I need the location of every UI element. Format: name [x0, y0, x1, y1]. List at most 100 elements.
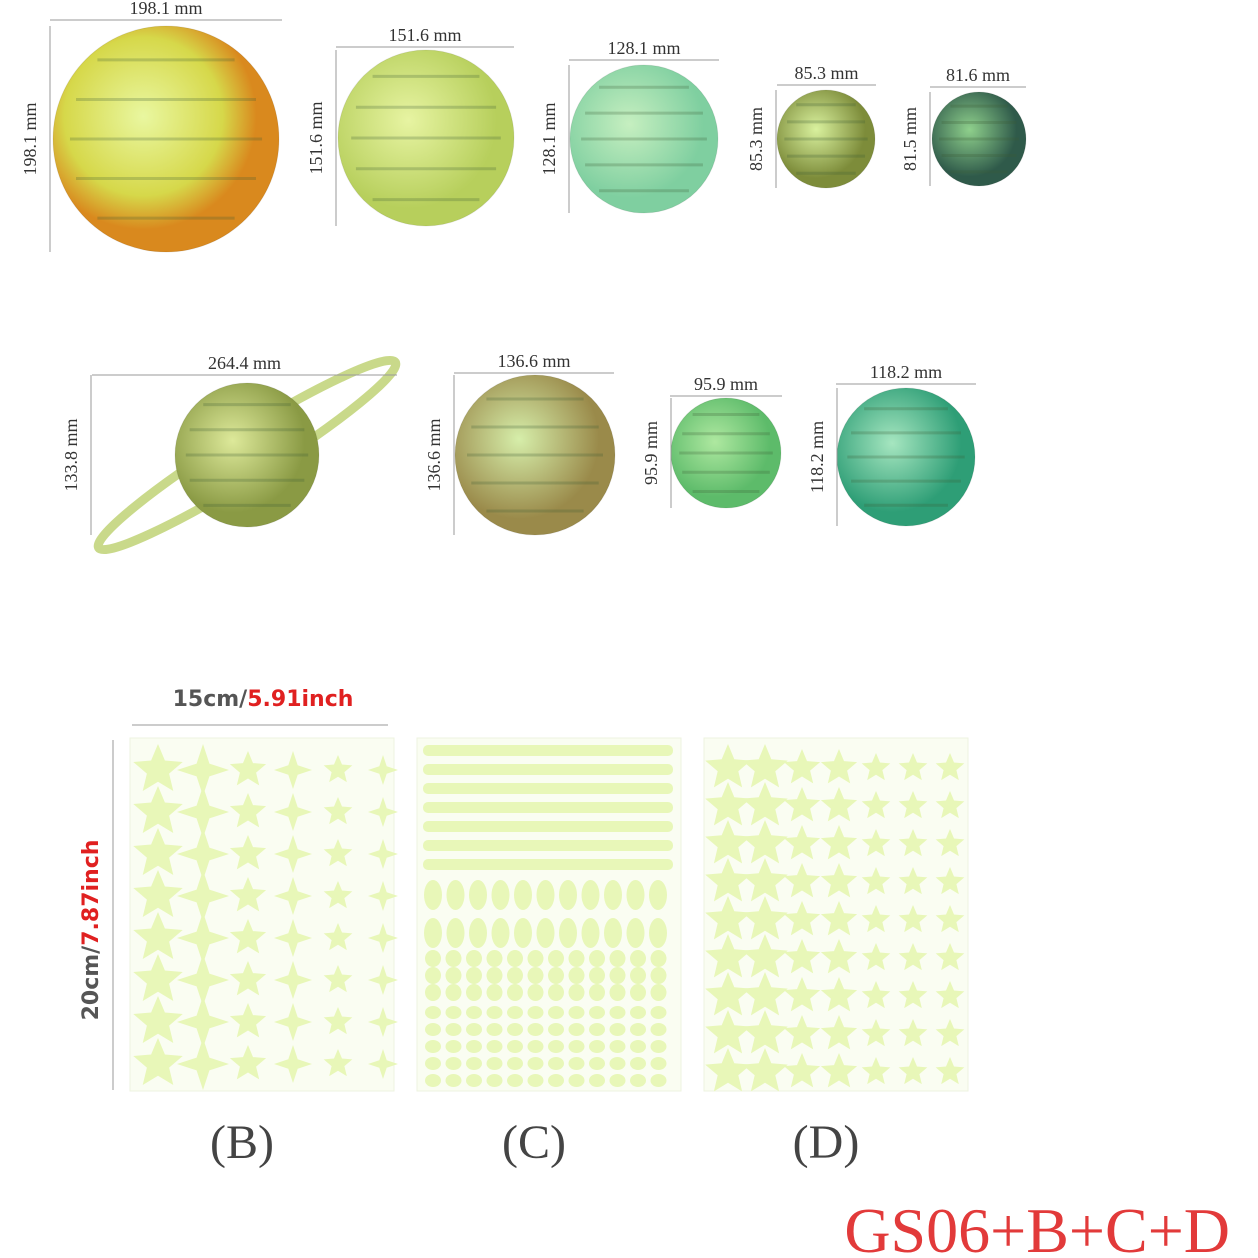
star — [705, 782, 751, 826]
dot — [486, 967, 503, 984]
dot — [548, 950, 564, 967]
dot — [469, 918, 487, 948]
star — [229, 961, 267, 996]
star — [820, 939, 858, 974]
star — [861, 867, 891, 895]
star — [898, 981, 928, 1009]
star — [783, 825, 821, 860]
planet: 198.1 mm 198.1 mm — [20, 0, 282, 253]
star — [861, 829, 891, 857]
sheet-caption: (B) — [210, 1116, 274, 1169]
dot — [425, 1074, 441, 1087]
dot — [491, 918, 510, 948]
dot — [609, 1074, 626, 1087]
star — [229, 751, 267, 786]
star — [177, 954, 229, 1006]
dot — [548, 1006, 564, 1019]
star — [820, 977, 858, 1012]
dot — [527, 950, 544, 967]
star — [783, 863, 821, 898]
star — [935, 905, 965, 933]
dot — [626, 880, 645, 910]
dot — [609, 967, 626, 984]
star — [783, 901, 821, 936]
dot — [466, 967, 482, 984]
dot — [548, 984, 564, 1001]
dot — [649, 918, 667, 948]
dot — [527, 1023, 544, 1036]
sticker-sheet: (D) — [703, 737, 969, 1169]
width-label: 264.4 mm — [208, 353, 281, 373]
width-cm: 15cm/ — [173, 687, 249, 712]
dot — [507, 1006, 523, 1019]
dot — [581, 880, 600, 910]
dot — [630, 967, 646, 984]
star — [368, 839, 398, 869]
dot — [559, 918, 577, 948]
dot — [650, 967, 667, 984]
star — [274, 877, 312, 915]
star — [177, 912, 229, 964]
star — [323, 1007, 353, 1035]
sticker-sheet: (C) — [416, 737, 682, 1169]
star — [274, 919, 312, 957]
dot — [486, 1074, 503, 1087]
dot — [548, 1040, 564, 1053]
dot — [507, 1074, 523, 1087]
dot — [650, 1057, 667, 1070]
dot — [609, 950, 626, 967]
star — [177, 828, 229, 880]
dot — [445, 1006, 462, 1019]
dot — [650, 1074, 667, 1087]
star — [898, 905, 928, 933]
star — [861, 1057, 891, 1085]
star — [368, 923, 398, 953]
height-label: 133.8 mm — [61, 418, 81, 491]
star — [323, 881, 353, 909]
dot — [548, 1023, 564, 1036]
width-label: 128.1 mm — [607, 38, 680, 58]
height-label: 198.1 mm — [20, 102, 40, 175]
dot — [466, 984, 482, 1001]
dot — [649, 880, 667, 910]
dot — [609, 984, 626, 1001]
dot — [568, 984, 585, 1001]
star — [898, 829, 928, 857]
dot — [466, 950, 482, 967]
star — [133, 912, 183, 959]
dot — [604, 880, 622, 910]
dot — [609, 1040, 626, 1053]
star — [323, 923, 353, 951]
width-label: 95.9 mm — [694, 374, 758, 394]
star — [274, 961, 312, 999]
star — [368, 797, 398, 827]
dot — [466, 1074, 482, 1087]
dot — [425, 967, 441, 984]
planet: 81.6 mm 81.5 mm — [900, 65, 1027, 187]
star — [368, 881, 398, 911]
star — [898, 753, 928, 781]
star — [935, 1057, 965, 1085]
star — [368, 1049, 398, 1079]
dot — [568, 1006, 585, 1019]
dot — [630, 1006, 646, 1019]
star — [323, 965, 353, 993]
planet: 264.4 mm 133.8 mm — [61, 353, 401, 555]
star — [274, 1045, 312, 1083]
sheets: 15cm/5.91inch 20cm/7.87inch (B) (C) (D) — [79, 687, 969, 1169]
star — [820, 749, 858, 784]
stripe — [423, 859, 673, 870]
dot — [527, 1057, 544, 1070]
planets: 198.1 mm 198.1 mm 151.6 mm 151.6 mm 128.1 mm… — [20, 0, 1027, 555]
dot — [507, 967, 523, 984]
planet: 95.9 mm 95.9 mm — [641, 374, 782, 509]
star — [742, 1048, 788, 1092]
star — [133, 996, 183, 1043]
dot — [486, 1023, 503, 1036]
star — [783, 1015, 821, 1050]
star — [323, 1049, 353, 1077]
star — [177, 1038, 229, 1090]
dot — [589, 1057, 605, 1070]
star — [274, 1003, 312, 1041]
dot — [424, 918, 442, 948]
